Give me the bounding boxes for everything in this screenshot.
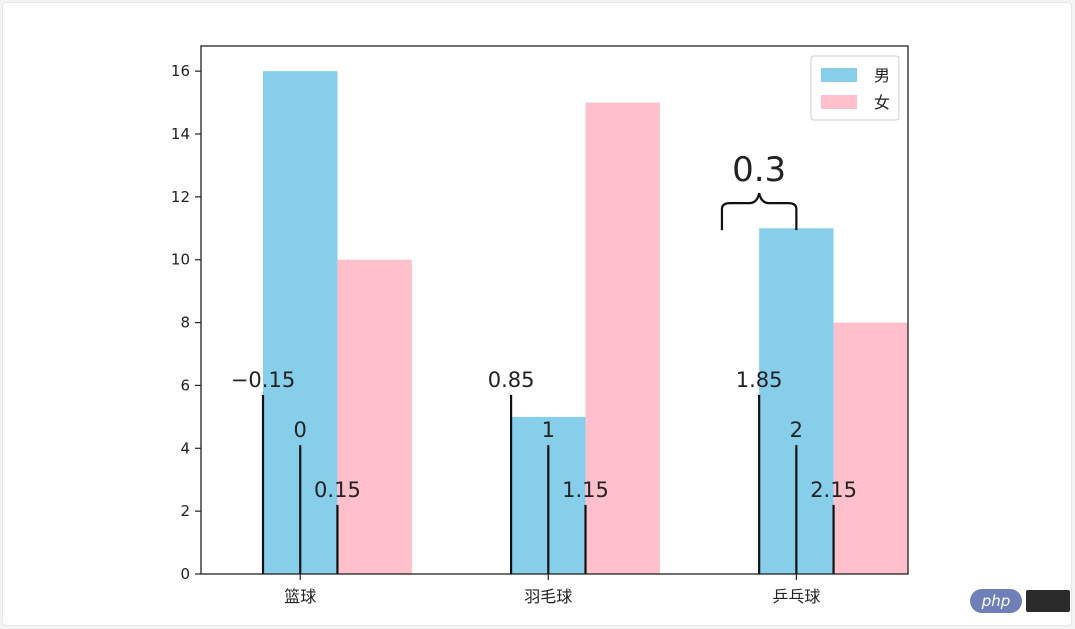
y-tick-label: 0 bbox=[180, 565, 190, 583]
y-tick-label: 16 bbox=[171, 62, 190, 80]
annotation-label: 2 bbox=[790, 418, 803, 442]
annotation-label: 0 bbox=[294, 418, 307, 442]
x-tick-label: 羽毛球 bbox=[524, 587, 572, 606]
annotation-label: 2.15 bbox=[810, 478, 857, 502]
legend-swatch bbox=[821, 68, 857, 82]
bar-female bbox=[337, 259, 412, 574]
annotation-label: 1.15 bbox=[562, 478, 609, 502]
axes-frame bbox=[200, 45, 909, 575]
bar-female bbox=[833, 322, 908, 574]
bar-chart: −0.15 0 0.15 0.85 1 1.15 1.85 2 2.15 0.3 0 2 4 6 8 10… bbox=[171, 45, 909, 606]
legend-swatch bbox=[821, 95, 857, 109]
brace-shape bbox=[720, 192, 798, 231]
watermark: php bbox=[970, 588, 1074, 614]
brace-label: 0.3 bbox=[732, 150, 786, 190]
x-tick-label: 乒乓球 bbox=[772, 587, 820, 606]
y-axis-ticks: 0 2 4 6 8 10 12 14 16 bbox=[171, 62, 201, 583]
x-tick-label: 篮球 bbox=[284, 587, 316, 606]
x-axis-ticks: 篮球 羽毛球 乒乓球 bbox=[284, 574, 820, 606]
legend-label: 男 bbox=[874, 66, 890, 85]
y-tick-label: 12 bbox=[171, 188, 190, 206]
legend: 男女 bbox=[810, 55, 900, 121]
brace-layer: 0.3 bbox=[720, 150, 798, 231]
annotation-label: 1 bbox=[542, 418, 555, 442]
watermark-bar bbox=[1026, 590, 1070, 612]
y-tick-label: 8 bbox=[180, 314, 190, 332]
legend-label: 女 bbox=[874, 93, 890, 112]
annotation-label: 0.85 bbox=[488, 368, 535, 392]
php-logo: php bbox=[970, 589, 1022, 613]
annotation-label: 0.15 bbox=[314, 478, 361, 502]
y-tick-label: 14 bbox=[171, 125, 190, 143]
annotation-label: −0.15 bbox=[231, 368, 295, 392]
bar-female bbox=[585, 102, 660, 575]
y-tick-label: 6 bbox=[180, 376, 190, 394]
annotation-label: 1.85 bbox=[736, 368, 783, 392]
y-tick-label: 10 bbox=[171, 251, 190, 269]
y-tick-label: 2 bbox=[180, 502, 190, 520]
y-tick-label: 4 bbox=[180, 439, 190, 457]
annotations-layer: −0.15 0 0.15 0.85 1 1.15 1.85 2 2.15 bbox=[231, 368, 857, 574]
